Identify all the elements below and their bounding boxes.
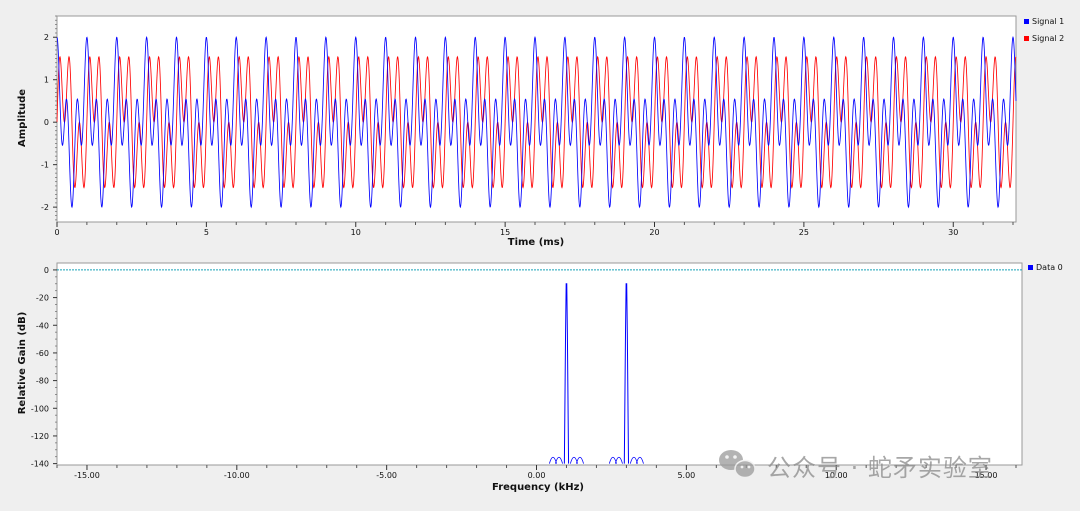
spectral-peak — [563, 283, 570, 464]
x-tick-label: 30 — [948, 228, 958, 237]
y-tick-label: -20 — [36, 294, 49, 303]
y-tick-label: -1 — [41, 161, 49, 170]
watermark: 公众号 · 蛇矛实验室 — [719, 450, 993, 482]
time-y-axis-title: Amplitude — [17, 89, 28, 147]
legend-label: Signal 2 — [1032, 34, 1064, 43]
time-series-group — [56, 35, 1017, 209]
y-tick-label: 2 — [44, 33, 49, 42]
y-tick-label: -140 — [31, 460, 49, 469]
wechat-icon — [719, 450, 756, 479]
x-tick-label: 0.00 — [528, 471, 546, 480]
legend-label: Signal 1 — [1032, 17, 1064, 26]
legend-swatch — [1024, 36, 1029, 41]
legend-swatch — [1024, 19, 1029, 24]
y-tick-label: -80 — [36, 377, 49, 386]
y-tick-label: -40 — [36, 321, 49, 330]
x-tick-label: 10.00 — [825, 471, 848, 480]
spectral-sidelobe — [635, 456, 644, 464]
x-tick-label: 15 — [500, 228, 510, 237]
y-tick-label: 1 — [44, 76, 49, 85]
spectral-sidelobe — [554, 456, 563, 464]
spectral-sidelobe — [575, 456, 584, 464]
x-tick-label: -5.00 — [376, 471, 397, 480]
legend-entry[interactable]: Signal 2 — [1024, 34, 1064, 43]
y-tick-label: 0 — [44, 118, 49, 127]
y-tick-label: 0 — [44, 266, 49, 275]
x-tick-label: 20 — [649, 228, 659, 237]
frequency-y-axis-title: Relative Gain (dB) — [17, 312, 28, 415]
frequency-domain-plot: -15.00 -10.00 -5.00 0.00 5.00 10.00 15.00 0 -20 -… — [17, 262, 1063, 493]
legend-label: Data 0 — [1036, 263, 1063, 272]
frequency-plot-area[interactable] — [56, 262, 1023, 466]
y-tick-label: -2 — [41, 203, 49, 212]
legend-swatch — [1028, 265, 1033, 270]
x-tick-label: 5 — [204, 228, 209, 237]
frequency-axis-ticks: -15.00 -10.00 -5.00 0.00 5.00 10.00 15.00 0 -20 -… — [31, 266, 1017, 480]
y-tick-label: -100 — [31, 404, 49, 413]
frequency-series-group — [549, 283, 644, 464]
y-tick-label: -120 — [31, 432, 49, 441]
time-legend: Signal 1 Signal 2 — [1024, 17, 1064, 43]
x-tick-label: 5.00 — [677, 471, 695, 480]
x-tick-label: -10.00 — [224, 471, 250, 480]
x-tick-label: 15.00 — [975, 471, 998, 480]
frequency-x-axis-title: Frequency (kHz) — [492, 482, 584, 493]
watermark-text: 公众号 · 蛇矛实验室 — [767, 454, 993, 482]
time-x-axis-title: Time (ms) — [508, 237, 564, 248]
x-tick-label: 0 — [54, 228, 59, 237]
series-line-signal-1 — [56, 35, 1017, 209]
spectral-peak — [623, 283, 630, 464]
x-tick-label: -15.00 — [74, 471, 100, 480]
legend-entry[interactable]: Data 0 — [1028, 263, 1063, 272]
y-tick-label: -60 — [36, 349, 49, 358]
frequency-legend: Data 0 — [1028, 263, 1063, 272]
legend-entry[interactable]: Signal 1 — [1024, 17, 1064, 26]
x-tick-label: 25 — [799, 228, 809, 237]
x-tick-label: 10 — [351, 228, 361, 237]
spectral-sidelobe — [614, 456, 623, 464]
